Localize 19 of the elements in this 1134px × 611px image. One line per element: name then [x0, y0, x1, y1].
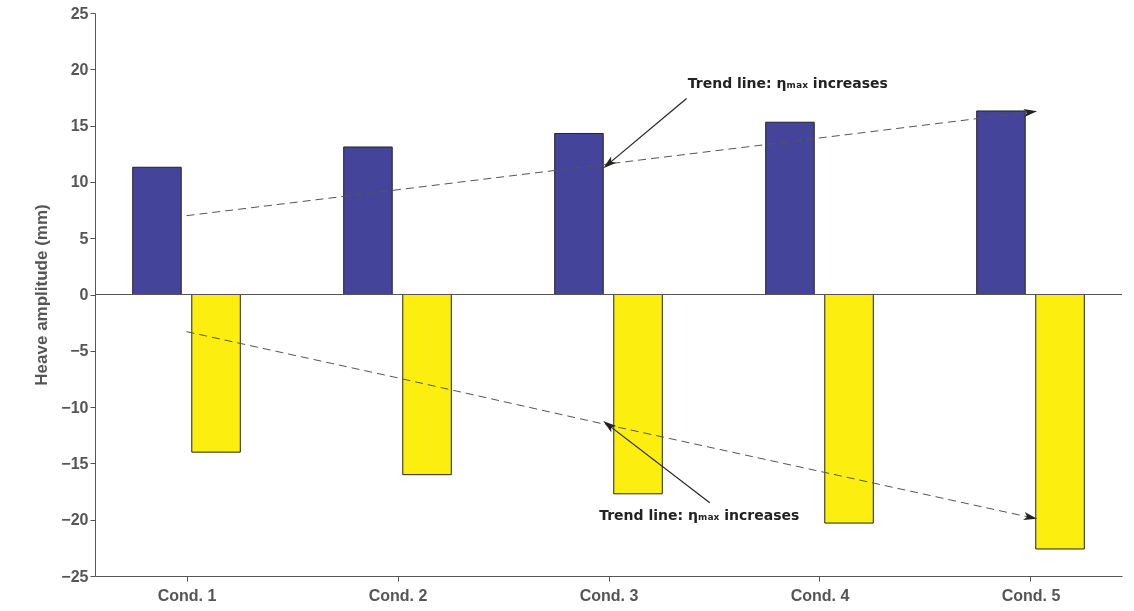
y-tick-label: 5 — [79, 229, 89, 247]
y-axis-title: Heave amplitude (mm) — [32, 204, 52, 386]
y-tick-label: −10 — [61, 398, 89, 416]
annotation: Trend line: ηₘₐₓ increases — [687, 74, 888, 91]
y-tick-label: 25 — [70, 4, 89, 22]
y-tick-label: −25 — [61, 567, 89, 585]
annotation: Trend line: ηₘₐₓ increases — [599, 507, 800, 524]
y-tick-label: 0 — [79, 286, 89, 303]
x-tick-label: Cond. 1 — [157, 586, 217, 604]
y-tick-label: 20 — [70, 60, 89, 78]
x-tick-label: Cond. 4 — [790, 586, 850, 604]
y-tick-label: 10 — [70, 173, 89, 191]
y-tick-label: −20 — [61, 511, 89, 529]
y-tick-label: −15 — [61, 454, 89, 472]
y-tick-label: 15 — [70, 117, 89, 135]
y-tick-label: −5 — [70, 342, 89, 360]
x-tick-label: Cond. 2 — [368, 586, 428, 604]
x-tick-label: Cond. 3 — [579, 586, 639, 604]
x-tick-label: Cond. 5 — [1001, 586, 1061, 604]
